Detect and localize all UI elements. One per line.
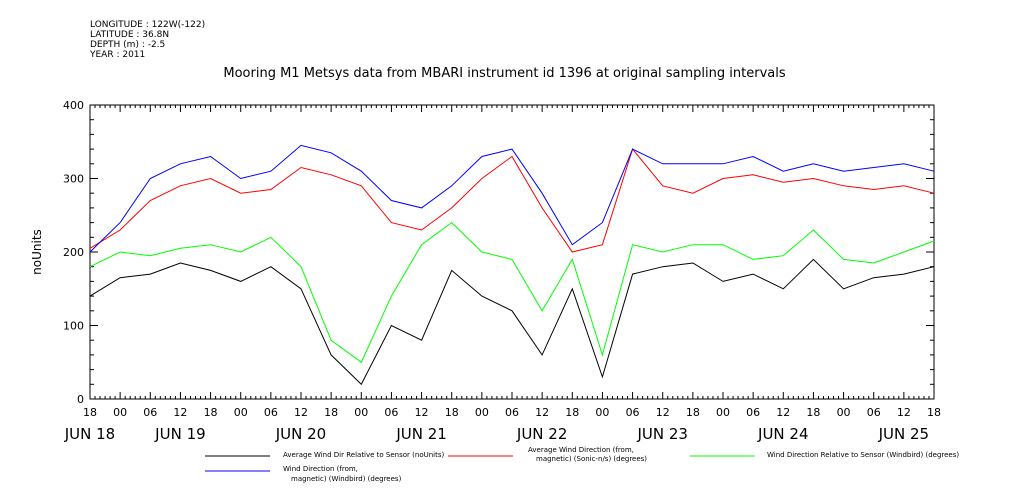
chart-title: Mooring M1 Metsys data from MBARI instru… bbox=[223, 66, 786, 81]
x-tick-label: 00 bbox=[837, 406, 851, 419]
metadata-block: LONGITUDE : 122W(-122) LATITUDE : 36.8N … bbox=[90, 20, 205, 60]
x-tick-label: 12 bbox=[776, 406, 790, 419]
series-line-4 bbox=[89, 144, 935, 253]
legend-label-2: magnetic) (Sonic-n/s) (degrees) bbox=[536, 455, 647, 463]
x-tick-label: 12 bbox=[294, 406, 308, 419]
y-axis-label: noUnits bbox=[30, 229, 44, 275]
x-tick-label: 18 bbox=[565, 406, 579, 419]
legend-label-4: magnetic) (Windbird) (degrees) bbox=[291, 475, 402, 483]
x-tick-label: 18 bbox=[806, 406, 820, 419]
x-tick-label: 00 bbox=[716, 406, 730, 419]
x-day-label: JUN 24 bbox=[757, 425, 808, 443]
legend-label-2: Average Wind Direction (from, bbox=[528, 446, 634, 454]
x-tick-label: 12 bbox=[897, 406, 911, 419]
chart-legend: Average Wind Dir Relative to Sensor (noU… bbox=[205, 446, 959, 483]
x-tick-label: 12 bbox=[535, 406, 549, 419]
x-tick-label: 06 bbox=[867, 406, 881, 419]
y-tick-label: 200 bbox=[63, 246, 84, 259]
x-tick-label: 18 bbox=[927, 406, 941, 419]
x-tick-label: 06 bbox=[746, 406, 760, 419]
x-day-label: JUN 22 bbox=[516, 425, 567, 443]
x-day-label: JUN 23 bbox=[636, 425, 687, 443]
x-tick-label: 12 bbox=[173, 406, 187, 419]
legend-label-1: Average Wind Dir Relative to Sensor (noU… bbox=[283, 451, 444, 459]
legend-label-4: Wind Direction (from, bbox=[283, 465, 358, 473]
x-tick-label: 00 bbox=[475, 406, 489, 419]
x-tick-label: 06 bbox=[384, 406, 398, 419]
x-tick-label: 18 bbox=[204, 406, 218, 419]
latitude-label: LATITUDE : 36.8N bbox=[90, 30, 170, 40]
legend-label-3: Wind Direction Relative to Sensor (Windb… bbox=[767, 451, 959, 459]
x-tick-label: 18 bbox=[324, 406, 338, 419]
chart-series bbox=[89, 144, 935, 386]
x-tick-label: 06 bbox=[505, 406, 519, 419]
y-tick-label: 100 bbox=[63, 320, 84, 333]
x-tick-label: 00 bbox=[113, 406, 127, 419]
x-tick-label: 18 bbox=[83, 406, 97, 419]
x-tick-label: 06 bbox=[143, 406, 157, 419]
x-day-label: JUN 19 bbox=[154, 425, 205, 443]
x-tick-label: 00 bbox=[234, 406, 248, 419]
chart-axes: 0 100 200 300 400 noUnits 18 00 06 12 18 00 06 12 18 00… bbox=[30, 99, 941, 443]
x-day-label: JUN 18 bbox=[64, 425, 115, 443]
x-tick-label: 06 bbox=[264, 406, 278, 419]
depth-label: DEPTH (m) : -2.5 bbox=[90, 40, 166, 50]
x-day-label: JUN 25 bbox=[878, 425, 929, 443]
x-tick-label: 12 bbox=[656, 406, 670, 419]
y-tick-label: 400 bbox=[63, 99, 84, 112]
x-tick-label: 12 bbox=[415, 406, 429, 419]
x-tick-label: 18 bbox=[445, 406, 459, 419]
y-tick-label: 300 bbox=[63, 173, 84, 186]
longitude-label: LONGITUDE : 122W(-122) bbox=[90, 20, 206, 30]
x-tick-label: 00 bbox=[354, 406, 368, 419]
x-tick-label: 00 bbox=[595, 406, 609, 419]
series-line-2 bbox=[89, 148, 935, 253]
series-line-1 bbox=[89, 258, 935, 386]
x-day-label: JUN 20 bbox=[275, 425, 326, 443]
y-tick-label: 0 bbox=[77, 393, 84, 406]
x-tick-label: 18 bbox=[686, 406, 700, 419]
series-line-3 bbox=[89, 221, 935, 364]
year-label: YEAR : 2011 bbox=[90, 50, 146, 60]
x-day-label: JUN 21 bbox=[395, 425, 446, 443]
x-tick-label: 06 bbox=[626, 406, 640, 419]
